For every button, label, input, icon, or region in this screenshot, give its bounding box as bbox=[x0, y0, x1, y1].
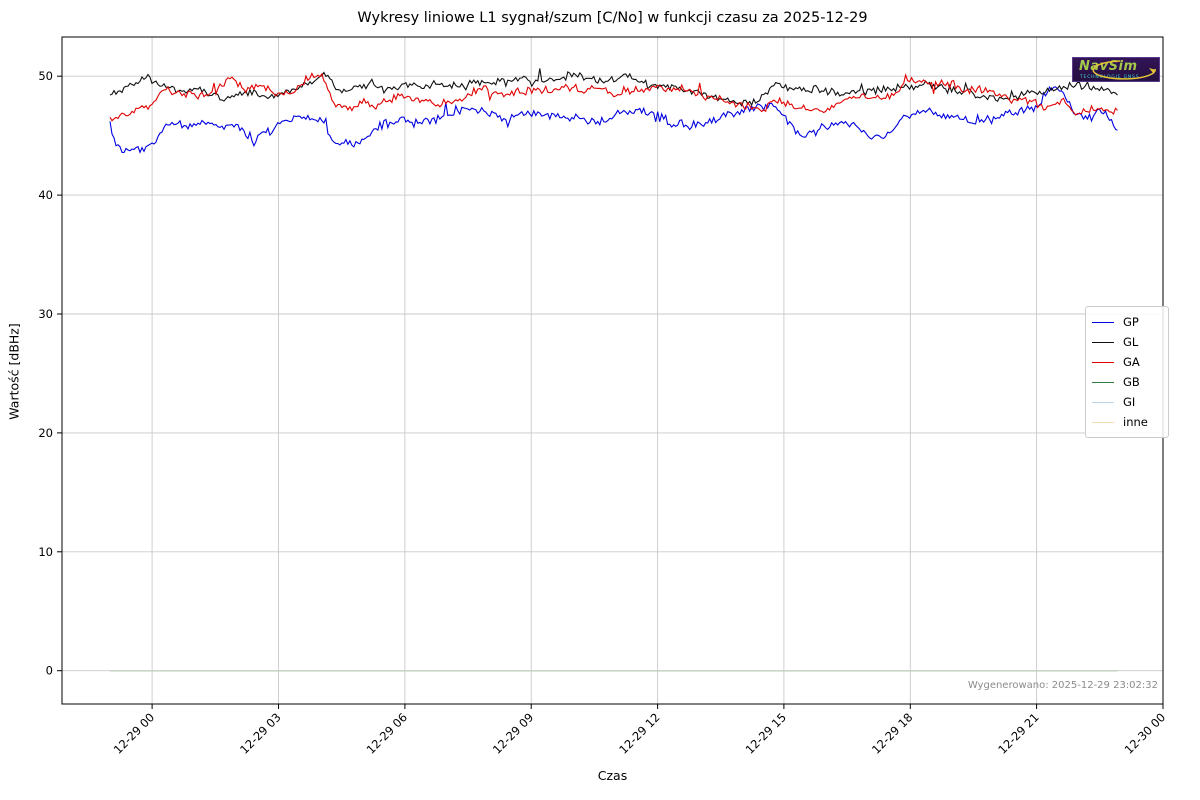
y-tick-label: 0 bbox=[46, 664, 53, 678]
legend-label: inne bbox=[1123, 415, 1148, 429]
legend-label: GP bbox=[1123, 315, 1139, 329]
x-axis-label: Czas bbox=[597, 768, 628, 783]
legend-swatch-inne bbox=[1092, 421, 1114, 423]
legend-entry-GL: GL bbox=[1086, 332, 1168, 352]
plot-border bbox=[61, 36, 1164, 705]
y-tick-label: 30 bbox=[38, 307, 53, 321]
x-tick-label: 12-29 18 bbox=[869, 710, 915, 756]
x-tick-label: 12-30 00 bbox=[1122, 710, 1168, 756]
legend-swatch-GB bbox=[1092, 381, 1114, 383]
legend-label: GA bbox=[1123, 355, 1140, 369]
logo-swoosh-icon bbox=[1092, 60, 1156, 80]
legend-label: GI bbox=[1123, 395, 1136, 409]
legend-swatch-GA bbox=[1092, 361, 1114, 363]
x-tick-label: 12-29 09 bbox=[490, 710, 536, 756]
legend-entry-GB: GB bbox=[1086, 372, 1168, 392]
x-tick-label: 12-29 00 bbox=[111, 710, 157, 756]
legend-label: GB bbox=[1123, 375, 1140, 389]
y-tick-label: 50 bbox=[38, 69, 53, 83]
x-tick-label: 12-29 21 bbox=[995, 710, 1041, 756]
legend-entry-inne: inne bbox=[1086, 412, 1168, 432]
y-tick-label: 10 bbox=[38, 545, 53, 559]
y-tick-label: 40 bbox=[38, 188, 53, 202]
legend: GP GL GA GB GI inne bbox=[1085, 306, 1169, 438]
legend-swatch-GL bbox=[1092, 341, 1114, 343]
series-line-GL bbox=[109, 68, 1118, 107]
legend-entry-GA: GA bbox=[1086, 352, 1168, 372]
navsim-logo-watermark: NavSim TECHNOLOGIE GNSS bbox=[1072, 57, 1160, 82]
chart-title: Wykresy liniowe L1 sygnał/szum [C/No] w … bbox=[357, 10, 868, 26]
y-tick-label: 20 bbox=[38, 426, 53, 440]
x-tick-label: 12-29 15 bbox=[743, 710, 789, 756]
x-tick-label: 12-29 03 bbox=[237, 710, 283, 756]
legend-entry-GI: GI bbox=[1086, 392, 1168, 412]
generated-timestamp: Wygenerowano: 2025-12-29 23:02:32 bbox=[967, 680, 1158, 691]
x-tick-label: 12-29 12 bbox=[616, 710, 662, 756]
legend-label: GL bbox=[1123, 335, 1139, 349]
legend-entry-GP: GP bbox=[1086, 312, 1168, 332]
legend-swatch-GI bbox=[1092, 401, 1114, 403]
series-line-GP bbox=[109, 85, 1118, 154]
x-tick-label: 12-29 06 bbox=[364, 710, 410, 756]
series-line-GA bbox=[109, 72, 1118, 122]
legend-swatch-GP bbox=[1092, 321, 1114, 323]
